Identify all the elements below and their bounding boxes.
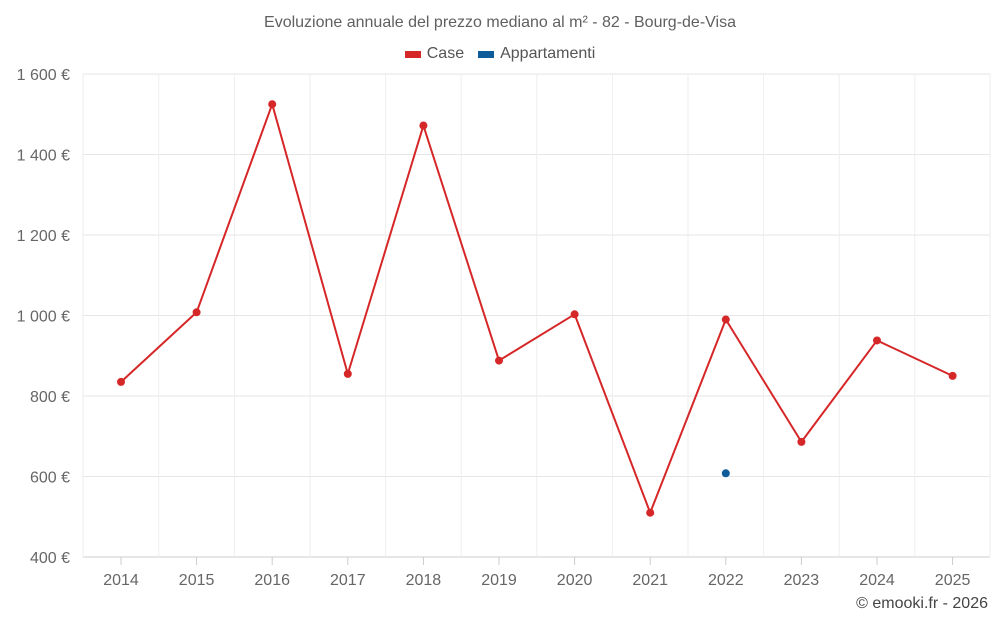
x-tick-label: 2015: [179, 572, 215, 589]
x-tick-label: 2018: [406, 572, 442, 589]
chart-title: Evoluzione annuale del prezzo mediano al…: [264, 14, 736, 31]
legend-label-case: Case: [426, 45, 465, 62]
x-tick-label: 2016: [254, 572, 290, 589]
legend-item-case[interactable]: Case: [404, 45, 465, 63]
x-tick-label: 2023: [784, 572, 820, 589]
data-point-case: [570, 310, 579, 319]
data-point-case: [646, 508, 655, 517]
series-line-case: [120, 103, 954, 514]
legend-item-appartamenti[interactable]: Appartamenti: [478, 45, 595, 63]
data-point-appartamenti: [721, 469, 730, 478]
x-tick-label: 2021: [632, 572, 668, 589]
x-tick-label: 2022: [708, 572, 744, 589]
legend: Case Appartamenti: [0, 45, 1000, 63]
legend-swatch-appartamenti: [478, 50, 495, 58]
data-point-case: [495, 356, 503, 365]
x-tick-label: 2025: [935, 572, 971, 589]
y-tick-label: 1 600 €: [17, 67, 70, 84]
y-tick-label: 1 400 €: [17, 148, 70, 165]
data-point-case: [343, 369, 352, 378]
y-tick-label: 1 000 €: [17, 309, 70, 326]
data-point-case: [721, 315, 730, 324]
x-tick-label: 2020: [557, 572, 593, 589]
y-tick-label: 1 200 €: [17, 228, 70, 245]
data-point-case: [419, 121, 428, 130]
legend-swatch-case: [404, 50, 421, 58]
x-tick-label: 2024: [859, 572, 895, 589]
data-point-case: [268, 100, 277, 109]
x-tick-label: 2019: [481, 572, 517, 589]
y-tick-label: 400 €: [30, 550, 70, 567]
x-tick-label: 2014: [103, 572, 139, 589]
y-tick-label: 600 €: [30, 470, 70, 487]
data-point-case: [117, 377, 125, 386]
y-tick-label: 800 €: [30, 389, 70, 406]
x-tick-label: 2017: [330, 572, 366, 589]
data-point-case: [948, 371, 957, 380]
credit-text: © emooki.fr - 2026: [856, 595, 988, 612]
data-point-case: [797, 437, 806, 446]
legend-label-appartamenti: Appartamenti: [500, 45, 596, 62]
data-point-case: [873, 336, 881, 345]
data-point-case: [192, 308, 201, 317]
